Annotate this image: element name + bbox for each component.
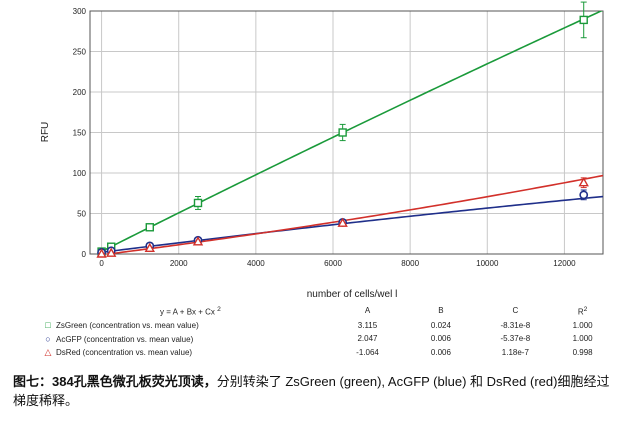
header-c: C bbox=[512, 306, 519, 316]
value-c: -8.31e-8 bbox=[500, 320, 531, 330]
x-tick-label: 8000 bbox=[401, 259, 419, 268]
tick-labels: 0 2000 4000 6000 8000 10000 12000 0 50 100 150 200 2… bbox=[73, 7, 576, 268]
y-tick-label: 250 bbox=[73, 48, 87, 57]
fit-line bbox=[101, 11, 603, 253]
series-name: DsRed (concentration vs. mean value) bbox=[56, 348, 193, 358]
data-point-square bbox=[579, 15, 588, 25]
fit-curves bbox=[101, 11, 603, 254]
x-tick-label: 10000 bbox=[476, 259, 499, 268]
fit-row-dsred: △ DsRed (concentration vs. mean value) -1… bbox=[42, 346, 612, 360]
caption-text: 分别转染了 ZsGreen (green), AcGFP (blue) 和 Ds… bbox=[13, 374, 610, 408]
value-c: -5.37e-8 bbox=[500, 334, 531, 344]
value-b: 0.006 bbox=[430, 347, 451, 357]
x-axis-label: number of cells/wel l bbox=[307, 289, 398, 300]
header-b: B bbox=[438, 306, 444, 316]
fit-line bbox=[101, 195, 603, 254]
data-point-triangle bbox=[337, 217, 348, 227]
figure-caption: 图七：384孔黑色微孔板荧光顶读，分别转染了 ZsGreen (green), … bbox=[13, 372, 613, 410]
data-point-triangle bbox=[144, 242, 155, 253]
y-tick-label: 150 bbox=[73, 129, 87, 138]
value-c: 1.18e-7 bbox=[501, 347, 529, 357]
y-axis-label: RFU bbox=[40, 122, 51, 143]
fit-table-header: y = A + Bx + Cx 2 A B C R2 bbox=[42, 304, 612, 319]
data-point-square bbox=[338, 128, 347, 137]
x-tick-label: 4000 bbox=[247, 259, 265, 268]
data-point-triangle bbox=[96, 248, 107, 258]
series-name: AcGFP (concentration vs. mean value) bbox=[56, 334, 194, 344]
y-tick-label: 50 bbox=[77, 210, 86, 219]
chart: 0 2000 4000 6000 8000 10000 12000 0 50 100 150 200 2… bbox=[40, 1, 604, 300]
x-tick-label: 12000 bbox=[553, 259, 576, 268]
header-r2: R2 bbox=[577, 306, 588, 317]
x-tick-label: 0 bbox=[99, 259, 104, 268]
data-point-square bbox=[145, 223, 154, 232]
x-tick-label: 2000 bbox=[170, 259, 188, 268]
data-point-circle bbox=[579, 190, 589, 200]
series-name: ZsGreen (concentration vs. mean value) bbox=[56, 321, 199, 331]
y-tick-label: 300 bbox=[73, 7, 87, 16]
fit-row-acgfp: ○ AcGFP (concentration vs. mean value) 2.… bbox=[42, 333, 612, 347]
data-point-triangle bbox=[192, 236, 204, 246]
y-tick-label: 100 bbox=[73, 169, 87, 178]
fit-parameter-table: y = A + Bx + Cx 2 A B C R2 □ ZsGreen (con… bbox=[42, 304, 612, 360]
value-b: 0.024 bbox=[430, 320, 451, 330]
fit-row-zsgreen: □ ZsGreen (concentration vs. mean value) … bbox=[42, 319, 612, 333]
data-point-square bbox=[193, 198, 203, 208]
fit-equation: y = A + Bx + Cx 2 bbox=[160, 306, 221, 317]
x-tick-label: 6000 bbox=[324, 259, 342, 268]
value-b: 0.006 bbox=[430, 334, 451, 344]
y-tick-label: 0 bbox=[82, 250, 87, 259]
circle-marker-icon: ○ bbox=[45, 333, 51, 344]
value-a: 3.115 bbox=[357, 320, 378, 330]
value-r2: 1.000 bbox=[572, 320, 593, 330]
value-r2: 1.000 bbox=[572, 334, 593, 344]
data-point-triangle bbox=[106, 247, 117, 257]
data-point-triangle bbox=[578, 177, 589, 187]
caption-bold: 图七：384孔黑色微孔板荧光顶读， bbox=[13, 374, 217, 389]
data-points bbox=[96, 1, 589, 258]
fit-line bbox=[101, 174, 603, 254]
value-a: 2.047 bbox=[357, 334, 378, 344]
square-marker-icon: □ bbox=[45, 320, 51, 331]
value-r2: 0.998 bbox=[572, 347, 593, 357]
header-a: A bbox=[364, 306, 371, 316]
y-tick-label: 200 bbox=[73, 88, 87, 97]
value-a: -1.064 bbox=[356, 347, 379, 357]
axes bbox=[89, 10, 604, 255]
plot-frame bbox=[89, 10, 604, 255]
triangle-marker-icon: △ bbox=[44, 347, 52, 358]
